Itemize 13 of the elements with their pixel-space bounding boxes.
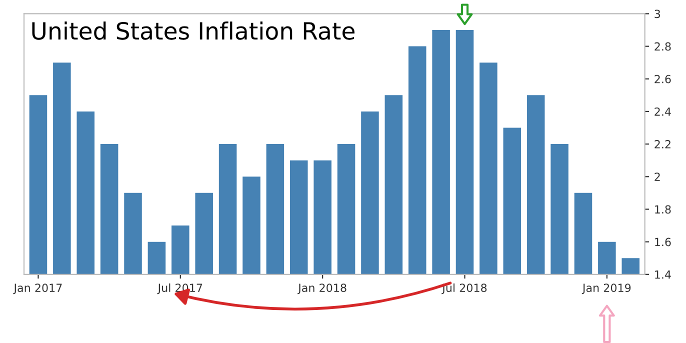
y-tick-label: 2.6	[654, 74, 671, 84]
y-tick-label: 2.4	[654, 107, 671, 116]
y-tick-label: 1.4	[655, 270, 671, 279]
y-tick-label: 2.2	[654, 140, 670, 148]
y-tick-label: 1.8	[655, 205, 671, 214]
x-tick-label: Jan 2018	[298, 284, 346, 294]
x-tick-label: Jan 2019	[582, 284, 631, 294]
y-tick-label: 1.6	[655, 238, 671, 246]
x-tick-label: Jan 2017	[13, 284, 62, 294]
y-tick-label: 3	[654, 10, 660, 18]
y-tick-label: 2.8	[654, 42, 671, 51]
chart-title: United States Inflation Rate	[32, 22, 354, 40]
y-tick-label: 2	[654, 172, 660, 181]
